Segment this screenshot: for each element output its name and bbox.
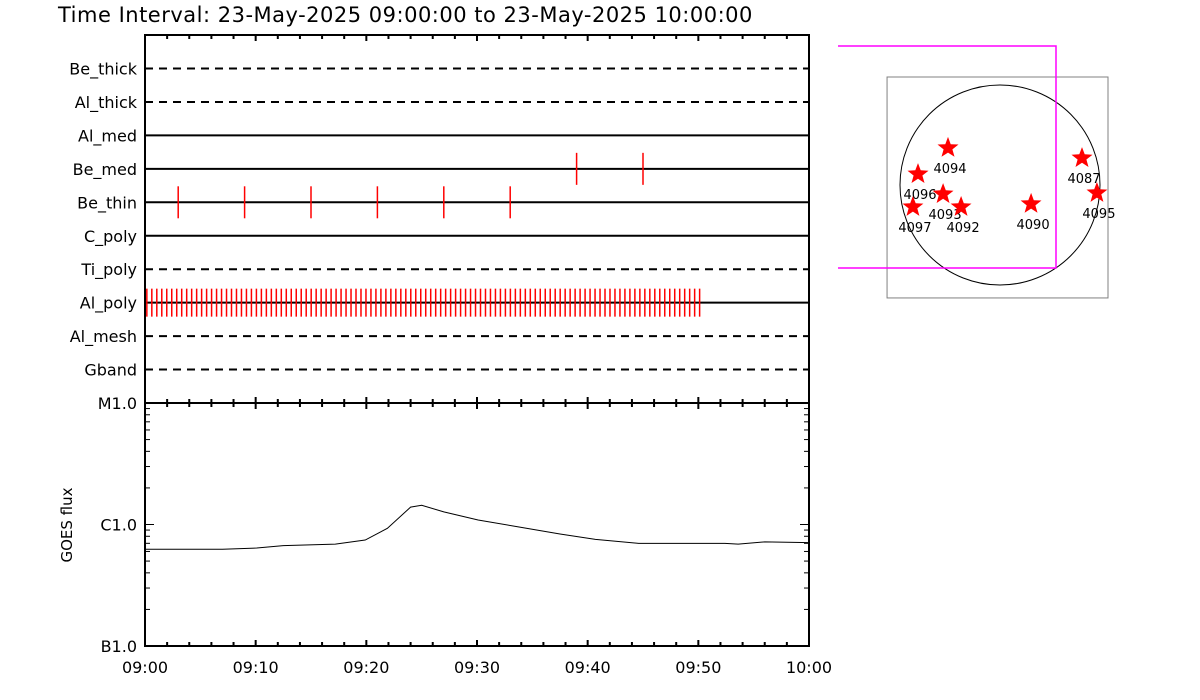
active-region-star-icon [1020, 192, 1042, 213]
active-region-star-icon [950, 196, 972, 216]
y-axis-label: GOES flux [58, 487, 76, 562]
active-region-star-icon [932, 183, 954, 203]
active-region-star-icon [1086, 182, 1108, 202]
active-region-label: 4095 [1082, 207, 1115, 222]
filter-label: Al_poly [80, 294, 137, 314]
active-region-label: 4092 [947, 221, 980, 236]
fov-box [838, 45, 1057, 269]
active-region-star-icon [907, 163, 929, 183]
x-tick-label: 09:30 [454, 658, 500, 677]
filter-label: Be_thick [69, 60, 137, 80]
active-region-label: 4090 [1017, 218, 1050, 233]
active-region-star-icon [902, 196, 924, 216]
active-region-label: 4097 [898, 221, 931, 236]
active-region-label: 4094 [933, 162, 966, 177]
map-box [886, 76, 1109, 299]
goes-flux-line [145, 504, 810, 550]
active-region-label: 4096 [903, 188, 936, 203]
active-region-label: 4087 [1067, 172, 1100, 187]
filter-label: Gband [84, 361, 137, 380]
chart-title: Time Interval: 23-May-2025 09:00:00 to 2… [58, 3, 753, 27]
filter-label: Be_med [73, 160, 137, 180]
filter-label: Al_med [78, 126, 137, 146]
filter-label: C_poly [84, 227, 137, 247]
filter-label: Al_mesh [70, 327, 137, 347]
solar-disk [899, 84, 1101, 286]
active-region-label: 4093 [929, 208, 962, 223]
active-region-star-icon [937, 136, 959, 157]
filter-label: Ti_poly [80, 260, 137, 280]
x-tick-label: 09:00 [122, 658, 168, 677]
x-tick-label: 09:10 [233, 658, 279, 677]
filter-label: Be_thin [77, 193, 137, 213]
filter-label: Al_thick [75, 93, 138, 113]
plot-frame [144, 34, 810, 647]
y-tick-label: B1.0 [101, 637, 137, 656]
active-region-star-icon [1071, 147, 1093, 167]
y-tick-label: M1.0 [98, 394, 137, 413]
x-tick-label: 10:00 [786, 658, 832, 677]
x-tick-label: 09:40 [565, 658, 611, 677]
x-tick-label: 09:50 [675, 658, 721, 677]
x-tick-label: 09:20 [343, 658, 389, 677]
y-tick-label: C1.0 [100, 516, 137, 535]
